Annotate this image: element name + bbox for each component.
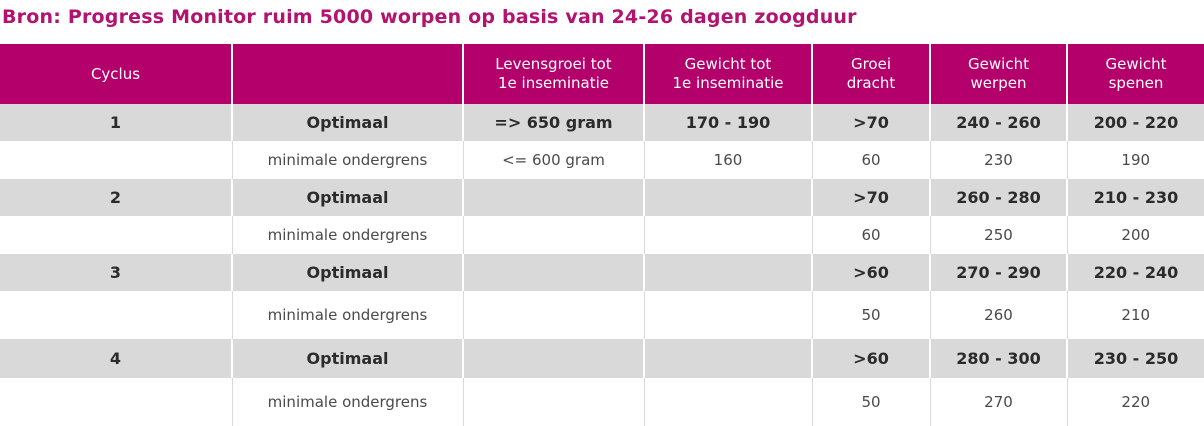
cell-spenen: 210 — [1067, 291, 1204, 339]
cell-levensgroei — [463, 378, 645, 426]
table-row: minimale ondergrens 50 260 210 — [0, 291, 1204, 339]
cell-spenen: 220 — [1067, 378, 1204, 426]
table-row: 2 Optimaal >70 260 - 280 210 - 230 — [0, 179, 1204, 216]
cell-cyclus: 3 — [0, 254, 233, 291]
cell-type: minimale ondergrens — [232, 141, 464, 179]
cell-levensgroei — [463, 291, 645, 339]
cell-cyclus — [0, 378, 233, 426]
cell-gewicht-inseminatie — [644, 254, 813, 291]
cell-werpen: 260 - 280 — [930, 179, 1068, 216]
header-levensgroei: Levensgroei tot 1e inseminatie — [463, 44, 645, 104]
cell-werpen: 280 - 300 — [930, 339, 1068, 378]
cell-groei: >70 — [812, 104, 931, 141]
cell-werpen: 270 — [930, 378, 1068, 426]
cell-cyclus: 4 — [0, 339, 233, 378]
cell-gewicht-inseminatie — [644, 179, 813, 216]
cell-type: minimale ondergrens — [232, 216, 464, 254]
header-gewicht-spenen: Gewicht spenen — [1067, 44, 1204, 104]
cell-groei: 60 — [812, 216, 931, 254]
cell-spenen: 210 - 230 — [1067, 179, 1204, 216]
cell-gewicht-inseminatie — [644, 339, 813, 378]
cell-spenen: 200 - 220 — [1067, 104, 1204, 141]
cell-type: Optimaal — [232, 104, 464, 141]
header-gewicht-inseminatie: Gewicht tot 1e inseminatie — [644, 44, 813, 104]
cell-levensgroei — [463, 339, 645, 378]
cell-levensgroei — [463, 216, 645, 254]
page-title: Bron: Progress Monitor ruim 5000 worpen … — [2, 6, 857, 28]
cell-levensgroei — [463, 254, 645, 291]
cell-gewicht-inseminatie — [644, 291, 813, 339]
cell-spenen: 200 — [1067, 216, 1204, 254]
cell-groei: >60 — [812, 339, 931, 378]
cell-type: Optimaal — [232, 339, 464, 378]
cell-type: minimale ondergrens — [232, 378, 464, 426]
cell-groei: >60 — [812, 254, 931, 291]
table-row: 4 Optimaal >60 280 - 300 230 - 250 — [0, 339, 1204, 378]
cell-type: Optimaal — [232, 179, 464, 216]
cell-werpen: 250 — [930, 216, 1068, 254]
cell-groei: 50 — [812, 378, 931, 426]
cell-spenen: 220 - 240 — [1067, 254, 1204, 291]
header-type — [232, 44, 464, 104]
table-row: minimale ondergrens 50 270 220 — [0, 378, 1204, 426]
cell-levensgroei: <= 600 gram — [463, 141, 645, 179]
header-row: Cyclus Levensgroei tot 1e inseminatie Gew… — [0, 44, 1204, 104]
header-groei-dracht: Groei dracht — [812, 44, 931, 104]
cell-werpen: 240 - 260 — [930, 104, 1068, 141]
cell-cyclus — [0, 216, 233, 254]
cell-gewicht-inseminatie — [644, 216, 813, 254]
cell-cyclus: 2 — [0, 179, 233, 216]
table-row: 3 Optimaal >60 270 - 290 220 - 240 — [0, 254, 1204, 291]
cell-gewicht-inseminatie: 160 — [644, 141, 813, 179]
cell-spenen: 230 - 250 — [1067, 339, 1204, 378]
table-row: 1 Optimaal => 650 gram 170 - 190 >70 240… — [0, 104, 1204, 141]
cell-type: minimale ondergrens — [232, 291, 464, 339]
cell-groei: 60 — [812, 141, 931, 179]
cell-werpen: 270 - 290 — [930, 254, 1068, 291]
cell-levensgroei — [463, 179, 645, 216]
cell-groei: >70 — [812, 179, 931, 216]
cell-werpen: 230 — [930, 141, 1068, 179]
cell-cyclus: 1 — [0, 104, 233, 141]
cell-cyclus — [0, 141, 233, 179]
cell-cyclus — [0, 291, 233, 339]
cell-werpen: 260 — [930, 291, 1068, 339]
header-cyclus: Cyclus — [0, 44, 233, 104]
cell-gewicht-inseminatie: 170 - 190 — [644, 104, 813, 141]
header-gewicht-werpen: Gewicht werpen — [930, 44, 1068, 104]
data-table: Cyclus Levensgroei tot 1e inseminatie Gew… — [0, 44, 1204, 426]
cell-levensgroei: => 650 gram — [463, 104, 645, 141]
cell-gewicht-inseminatie — [644, 378, 813, 426]
cell-spenen: 190 — [1067, 141, 1204, 179]
cell-type: Optimaal — [232, 254, 464, 291]
table-row: minimale ondergrens <= 600 gram 160 60 2… — [0, 141, 1204, 179]
cell-groei: 50 — [812, 291, 931, 339]
table-row: minimale ondergrens 60 250 200 — [0, 216, 1204, 254]
